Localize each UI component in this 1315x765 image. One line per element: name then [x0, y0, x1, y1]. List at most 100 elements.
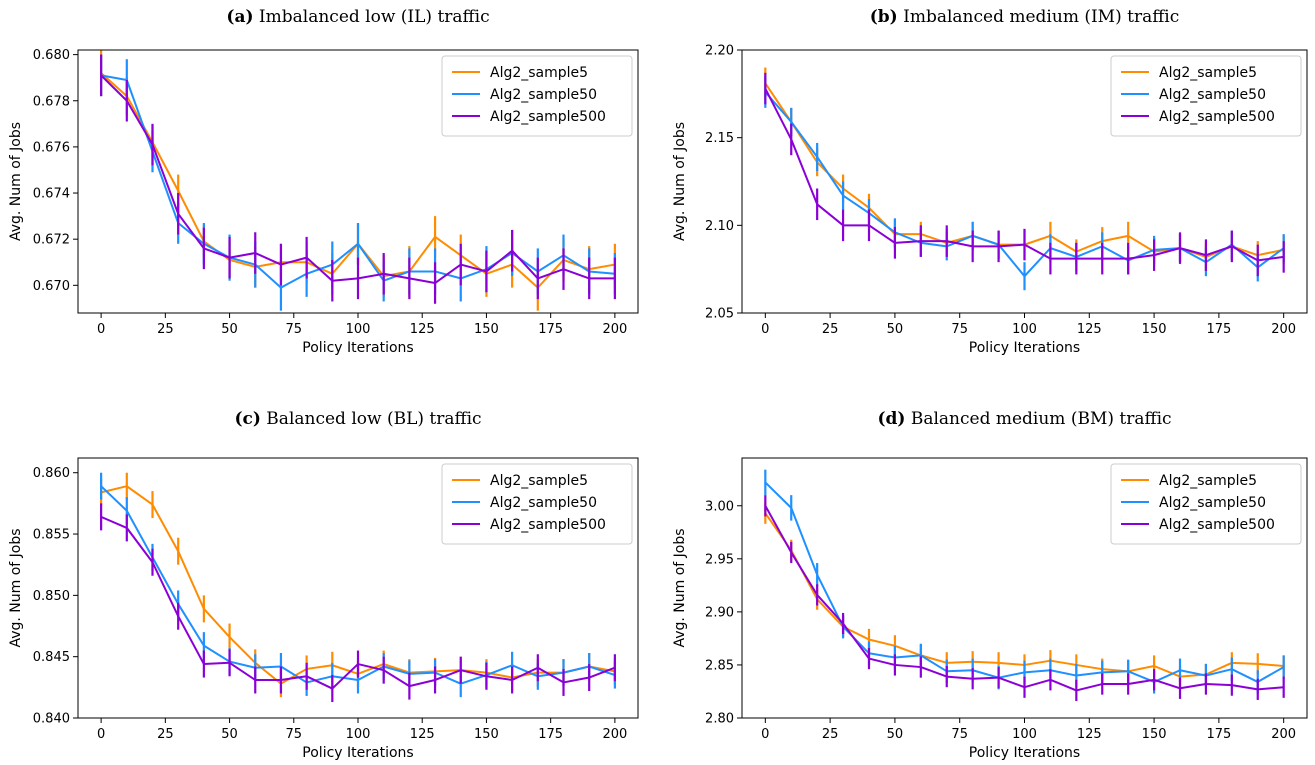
data-point-Alg2_sample50-40: [203, 645, 205, 647]
data-point-Alg2_sample500-150: [486, 271, 488, 273]
y-tick-label: 0.680: [33, 48, 70, 63]
x-tick-label: 150: [474, 322, 499, 337]
y-tick-label: 2.10: [705, 219, 734, 234]
data-point-Alg2_sample500-140: [1127, 258, 1129, 260]
data-point-Alg2_sample500-130: [1101, 258, 1103, 260]
chart-title-tag: (c): [234, 409, 260, 429]
data-point-Alg2_sample50-100: [1024, 672, 1026, 674]
x-tick-label: 175: [1206, 727, 1231, 742]
data-point-Alg2_sample500-190: [588, 278, 590, 280]
data-point-Alg2_sample500-160: [511, 679, 513, 681]
x-tick-label: 150: [474, 727, 499, 742]
data-point-Alg2_sample50-10: [790, 121, 792, 123]
y-tick-label: 2.20: [705, 44, 734, 59]
data-point-Alg2_sample500-60: [920, 240, 922, 242]
data-point-Alg2_sample500-80: [972, 678, 974, 680]
y-tick-label: 2.05: [705, 307, 734, 322]
legend-label: Alg2_sample50: [490, 87, 597, 103]
data-point-Alg2_sample5-40: [203, 608, 205, 610]
y-tick-label: 2.80: [705, 712, 734, 727]
data-point-Alg2_sample500-80: [972, 246, 974, 248]
data-point-Alg2_sample500-70: [280, 264, 282, 266]
data-point-Alg2_sample500-20: [816, 594, 818, 596]
data-point-Alg2_sample50-60: [920, 655, 922, 657]
chart-panel-2: (c) Balanced low (BL) traffic0 25 50 75 100 1…: [8, 409, 638, 761]
data-point-Alg2_sample500-50: [229, 662, 231, 664]
x-axis-label: Policy Iterations: [302, 340, 413, 356]
data-point-Alg2_sample500-190: [1257, 689, 1259, 691]
x-axis-label: Policy Iterations: [302, 745, 413, 761]
chart-panel-3: (d) Balanced medium (BM) traffic 0 25 50 75 1…: [672, 409, 1307, 761]
data-point-Alg2_sample500-80: [306, 257, 308, 259]
y-tick-label: 0.674: [33, 187, 70, 202]
data-point-Alg2_sample500-100: [1024, 244, 1026, 246]
data-point-Alg2_sample500-10: [790, 139, 792, 141]
data-point-Alg2_sample500-120: [1076, 258, 1078, 260]
legend-label: Alg2_sample5: [1159, 65, 1257, 81]
y-tick-label: 0.672: [33, 233, 70, 248]
x-tick-label: 200: [1271, 322, 1296, 337]
y-tick-label: 0.855: [33, 528, 70, 543]
x-tick-label: 100: [1012, 322, 1037, 337]
y-tick-label: 0.860: [33, 466, 70, 481]
y-tick-label: 0.840: [33, 712, 70, 727]
y-tick-label: 0.850: [33, 589, 70, 604]
data-point-Alg2_sample50-20: [816, 156, 818, 158]
data-point-Alg2_sample50-100: [357, 243, 359, 245]
data-point-Alg2_sample500-10: [126, 527, 128, 529]
legend-label: Alg2_sample500: [490, 517, 606, 533]
data-point-Alg2_sample500-180: [1231, 246, 1233, 248]
data-point-Alg2_sample5-150: [1153, 665, 1155, 667]
x-tick-label: 125: [410, 322, 435, 337]
x-tick-label: 50: [887, 322, 904, 337]
data-point-Alg2_sample500-70: [946, 676, 948, 678]
legend-label: Alg2_sample5: [1159, 473, 1257, 489]
x-tick-label: 125: [1077, 727, 1102, 742]
y-tick-label: 0.676: [33, 140, 70, 155]
chart-title: (d) Balanced medium (BM) traffic: [877, 409, 1171, 429]
data-point-Alg2_sample50-10: [790, 507, 792, 509]
y-tick-label: 3.00: [705, 499, 734, 514]
x-tick-label: 200: [602, 727, 627, 742]
data-point-Alg2_sample500-180: [1231, 684, 1233, 686]
legend-label: Alg2_sample500: [1159, 517, 1275, 533]
data-point-Alg2_sample500-170: [537, 667, 539, 669]
data-point-Alg2_sample5-20: [152, 504, 154, 506]
data-point-Alg2_sample50-10: [126, 510, 128, 512]
y-axis-label: Avg. Num of Jobs: [672, 528, 688, 647]
data-point-Alg2_sample500-190: [588, 677, 590, 679]
legend-label: Alg2_sample50: [1159, 495, 1266, 511]
data-point-Alg2_sample500-130: [434, 282, 436, 284]
data-point-Alg2_sample500-20: [152, 561, 154, 563]
data-point-Alg2_sample500-70: [280, 679, 282, 681]
data-point-Alg2_sample500-170: [1205, 683, 1207, 685]
y-tick-label: 0.670: [33, 279, 70, 294]
y-tick-label: 2.15: [705, 131, 734, 146]
chart-panel-0: (a) Imbalanced low (IL) traffic 0 25 50 75 10…: [8, 7, 638, 356]
data-point-Alg2_sample500-10: [790, 552, 792, 554]
data-point-Alg2_sample500-90: [998, 246, 1000, 248]
data-point-Alg2_sample5-30: [177, 190, 179, 192]
data-point-Alg2_sample500-50: [894, 242, 896, 244]
data-point-Alg2_sample500-120: [409, 278, 411, 280]
data-point-Alg2_sample50-140: [1127, 671, 1129, 673]
data-point-Alg2_sample500-110: [1050, 258, 1052, 260]
data-point-Alg2_sample5-140: [1127, 235, 1129, 237]
data-point-Alg2_sample500-30: [177, 615, 179, 617]
x-tick-label: 175: [538, 322, 563, 337]
y-tick-label: 2.90: [705, 605, 734, 620]
data-point-Alg2_sample500-170: [537, 278, 539, 280]
x-tick-label: 125: [410, 727, 435, 742]
data-point-Alg2_sample50-70: [280, 287, 282, 289]
x-tick-label: 100: [346, 727, 371, 742]
x-tick-label: 150: [1142, 727, 1167, 742]
legend: Alg2_sample5 Alg2_sample50 Alg2_sample500: [1111, 56, 1301, 136]
data-point-Alg2_sample500-150: [1153, 679, 1155, 681]
chart-title-tag: (b): [870, 7, 898, 27]
data-point-Alg2_sample5-30: [177, 550, 179, 552]
legend-label: Alg2_sample5: [490, 65, 588, 81]
y-axis-label: Avg. Num of Jobs: [8, 528, 24, 647]
data-point-Alg2_sample500-140: [460, 264, 462, 266]
data-point-Alg2_sample500-120: [409, 685, 411, 687]
